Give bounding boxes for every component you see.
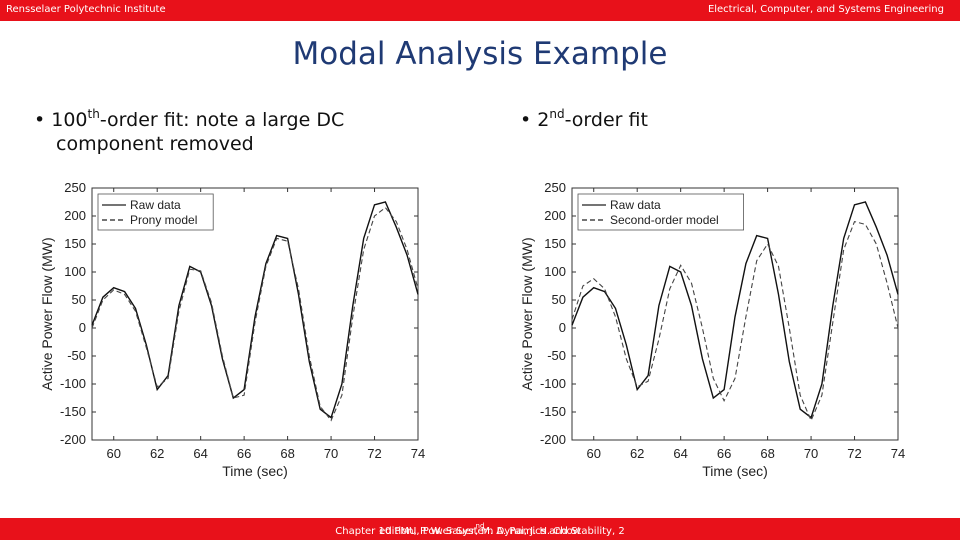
- y-tick-label: -150: [540, 404, 566, 419]
- y-tick-label: -50: [547, 348, 566, 363]
- footer-bar: Chapter 10 PMU, Power System Dynamics an…: [0, 518, 960, 540]
- bullet-left: • 100th-order fit: note a large DC compo…: [34, 108, 434, 156]
- bullet-left-line2: component removed: [56, 133, 254, 155]
- bullet-right-prefix: • 2: [520, 109, 550, 131]
- x-tick-label: 70: [324, 446, 338, 461]
- x-tick-label: 60: [586, 446, 600, 461]
- series-line-1: [571, 220, 899, 422]
- department-name: Electrical, Computer, and Systems Engine…: [707, 4, 944, 15]
- series-line-0: [91, 201, 419, 419]
- y-tick-label: -50: [67, 348, 86, 363]
- legend-box: [97, 193, 214, 231]
- y-tick-label: 200: [544, 208, 566, 223]
- x-tick-label: 62: [630, 446, 644, 461]
- x-tick-label: 72: [847, 446, 861, 461]
- y-tick-label: 100: [64, 264, 86, 279]
- chart-second-order-fit: 250 200 150 100 50 0 -50 -100 -150 -200 60 62 64 66 68…: [519, 180, 905, 479]
- bullet-left-prefix: • 100: [34, 109, 88, 131]
- y-tick-label: 200: [64, 208, 86, 223]
- y-tick-label: 150: [64, 236, 86, 251]
- x-tick-label: 64: [673, 446, 687, 461]
- header-bar: Rensselaer Polytechnic Institute Electri…: [0, 0, 960, 21]
- bullet-left-rest: -order fit: note a large DC: [99, 109, 345, 131]
- legend-entry-0: Raw data: [610, 198, 661, 212]
- bullet-right-rest: -order fit: [564, 109, 648, 131]
- x-tick-label: 64: [193, 446, 207, 461]
- bullet-right: • 2nd-order fit: [520, 108, 820, 132]
- y-tick-label: 50: [72, 292, 86, 307]
- legend-entry-0: Raw data: [130, 198, 181, 212]
- x-tick-label: 66: [237, 446, 251, 461]
- y-tick-label: -100: [540, 376, 566, 391]
- y-axis-label: Active Power Flow (MW): [39, 237, 55, 390]
- y-tick-label: -150: [60, 404, 86, 419]
- x-tick-label: 62: [150, 446, 164, 461]
- y-tick-label: 250: [64, 180, 86, 195]
- bullet-right-sup: nd: [549, 107, 565, 121]
- y-tick-label: -200: [540, 432, 566, 447]
- series-line-1: [91, 206, 419, 422]
- footer-citation-sup: nd: [475, 522, 485, 530]
- legend-entry-1: Second-order model: [610, 213, 719, 227]
- x-tick-label: 68: [280, 446, 294, 461]
- y-tick-label: 150: [544, 236, 566, 251]
- x-axis-label: Time (sec): [222, 463, 288, 479]
- x-tick-label: 68: [760, 446, 774, 461]
- x-tick-label: 72: [367, 446, 381, 461]
- footer-citation-pre: Chapter 10 PMU, Power System Dynamics an…: [335, 526, 625, 537]
- x-tick-label: 60: [106, 446, 120, 461]
- footer-citation: Chapter 10 PMU, Power System Dynamics an…: [0, 522, 960, 537]
- y-tick-label: 250: [544, 180, 566, 195]
- x-tick-label: 74: [411, 446, 425, 461]
- x-tick-label: 66: [717, 446, 731, 461]
- bullet-left-sup: th: [87, 107, 100, 121]
- slide-title: Modal Analysis Example: [292, 36, 668, 72]
- legend-entry-1: Prony model: [130, 213, 197, 227]
- y-tick-label: -200: [60, 432, 86, 447]
- footer-citation-post: edition, P. W. Sauer, M. A. Pai, J. H. C…: [379, 526, 581, 537]
- series-line-0: [571, 201, 899, 419]
- y-tick-label: 0: [559, 320, 566, 335]
- y-tick-label: 0: [79, 320, 86, 335]
- y-tick-label: 100: [544, 264, 566, 279]
- x-tick-label: 74: [891, 446, 905, 461]
- chart-prony-fit: 250 200 150 100 50 0 -50 -100 -150 -200 60 62 64 66 68…: [39, 180, 425, 479]
- y-tick-label: 50: [552, 292, 566, 307]
- x-axis-label: Time (sec): [702, 463, 768, 479]
- legend-box: [577, 193, 745, 231]
- y-axis-label: Active Power Flow (MW): [519, 237, 535, 390]
- y-tick-label: -100: [60, 376, 86, 391]
- x-tick-label: 70: [804, 446, 818, 461]
- institution-name: Rensselaer Polytechnic Institute: [6, 4, 166, 15]
